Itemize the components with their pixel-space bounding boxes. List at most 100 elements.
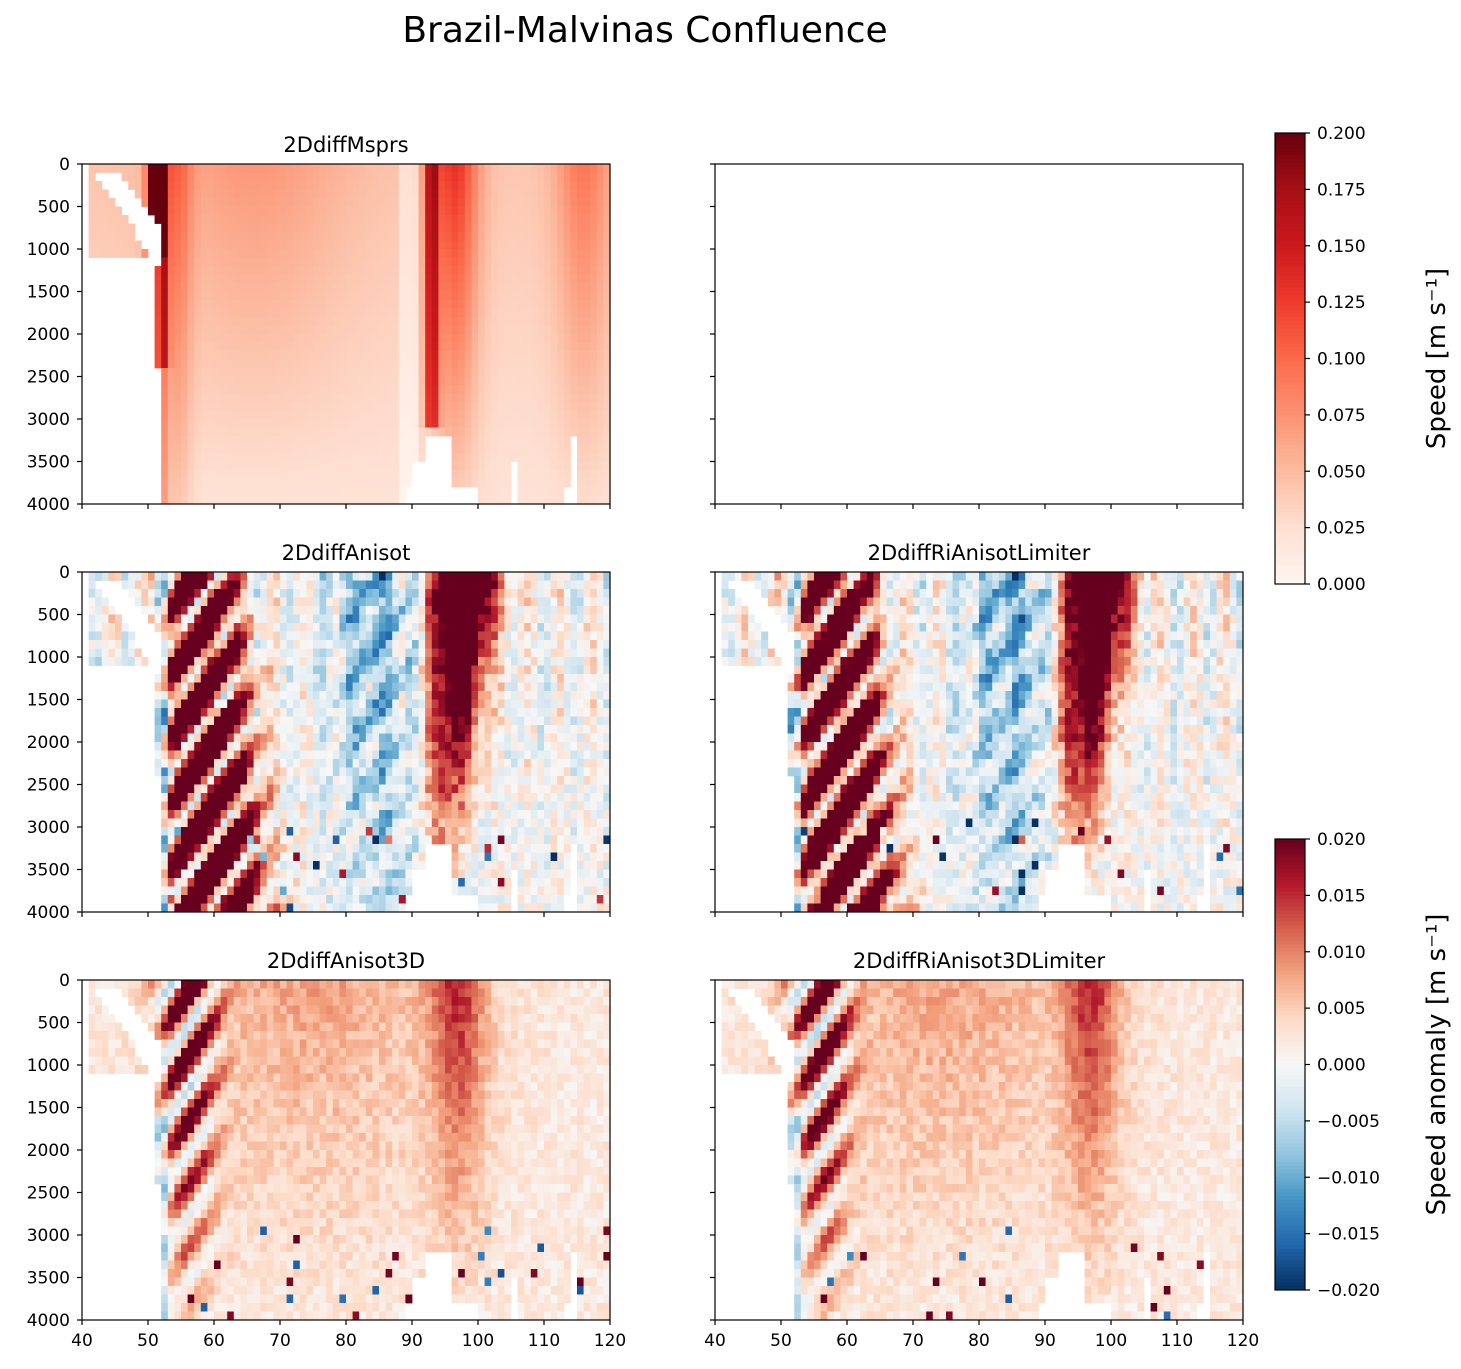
heatmap-cell (497, 334, 505, 343)
heatmap-cell (431, 776, 439, 785)
heatmap-cell (596, 266, 604, 275)
heatmap-cell (563, 461, 571, 471)
heatmap-cell (517, 325, 525, 335)
heatmap-cell (247, 725, 254, 734)
heatmap-cell (458, 368, 466, 377)
heatmap-cell (431, 249, 439, 258)
heatmap-cell (260, 733, 268, 743)
heatmap-cell (181, 444, 188, 454)
heatmap-cell (372, 572, 380, 581)
heatmap-cell (306, 665, 314, 675)
heatmap-cell (524, 682, 532, 692)
heatmap-cell (319, 249, 327, 258)
heatmap-cell (352, 240, 360, 250)
heatmap-cell (596, 495, 604, 505)
heatmap-cell (339, 240, 347, 250)
heatmap-cell (524, 240, 532, 250)
heatmap-cell (181, 249, 188, 258)
heatmap-cell (167, 283, 175, 292)
heatmap-cell (332, 742, 340, 751)
heatmap-cell (537, 172, 545, 182)
heatmap-cell (491, 436, 499, 445)
heatmap-cell (537, 691, 545, 700)
heatmap-cell (557, 648, 565, 658)
heatmap-cell (266, 589, 274, 598)
heatmap-cell (497, 249, 505, 258)
heatmap-cell (299, 716, 307, 726)
heatmap-cell (266, 597, 274, 607)
heatmap-cell (352, 742, 360, 751)
heatmap-cell (497, 470, 505, 479)
heatmap-cell (458, 623, 466, 632)
heatmap-cell (273, 759, 281, 768)
heatmap-cell (306, 784, 314, 794)
heatmap-cell (524, 597, 532, 607)
heatmap-cell (161, 393, 169, 403)
heatmap-cell (544, 682, 551, 692)
heatmap-cell (438, 631, 446, 641)
heatmap-cell (431, 674, 439, 683)
heatmap-cell (504, 283, 512, 292)
heatmap-cell (346, 606, 353, 615)
heatmap-cell (603, 249, 611, 258)
heatmap-cell (412, 410, 419, 420)
heatmap-cell (464, 759, 472, 768)
heatmap-cell (352, 427, 360, 437)
heatmap-cell (260, 716, 268, 726)
heatmap-cell (339, 614, 347, 624)
heatmap-cell (445, 589, 452, 598)
heatmap-cell (273, 351, 281, 360)
heatmap-cell (418, 623, 426, 632)
heatmap-cell (530, 232, 538, 241)
heatmap-cell (273, 750, 281, 760)
heatmap-cell (385, 657, 393, 666)
heatmap-cell (458, 733, 466, 743)
heatmap-cell (438, 249, 446, 258)
heatmap-cell (517, 453, 525, 462)
heatmap-cell (161, 640, 169, 649)
heatmap-cell (596, 215, 604, 224)
heatmap-cell (161, 631, 169, 641)
heatmap-cell (247, 708, 254, 717)
heatmap-cell (431, 300, 439, 309)
heatmap-cell (418, 436, 426, 445)
heatmap-cell (497, 325, 505, 335)
heatmap-cell (154, 206, 162, 216)
heatmap-cell (497, 427, 505, 437)
heatmap-cell (260, 453, 268, 462)
heatmap-cell (471, 750, 479, 760)
heatmap-cell (504, 614, 512, 624)
heatmap-cell (583, 266, 591, 275)
heatmap-cell (385, 580, 393, 590)
heatmap-cell (266, 606, 274, 615)
heatmap-cell (497, 198, 505, 207)
heatmap-cell (293, 725, 301, 734)
heatmap-cell (339, 376, 347, 386)
heatmap-cell (365, 623, 373, 632)
heatmap-cell (306, 198, 314, 207)
heatmap-cell (603, 308, 611, 318)
heatmap-cell (583, 818, 591, 828)
heatmap-cell (544, 257, 551, 267)
heatmap-cell (385, 572, 393, 581)
heatmap-cell (154, 674, 162, 683)
heatmap-cell (517, 172, 525, 182)
heatmap-cell (491, 648, 499, 658)
heatmap-cell (484, 750, 492, 760)
heatmap-cell (115, 215, 122, 224)
heatmap-cell (511, 181, 518, 190)
heatmap-cell (174, 325, 182, 335)
heatmap-cell (431, 691, 439, 700)
heatmap-cell (306, 674, 314, 683)
heatmap-cell (458, 759, 466, 768)
heatmap-cell (524, 402, 532, 411)
heatmap-cell (346, 359, 353, 369)
heatmap-cell (550, 266, 558, 275)
heatmap-cell (266, 470, 274, 479)
heatmap-cell (339, 733, 347, 743)
heatmap-cell (141, 580, 149, 590)
heatmap-cell (313, 410, 320, 420)
heatmap-cell (590, 453, 598, 462)
heatmap-cell (412, 606, 419, 615)
heatmap-cell (200, 240, 208, 250)
